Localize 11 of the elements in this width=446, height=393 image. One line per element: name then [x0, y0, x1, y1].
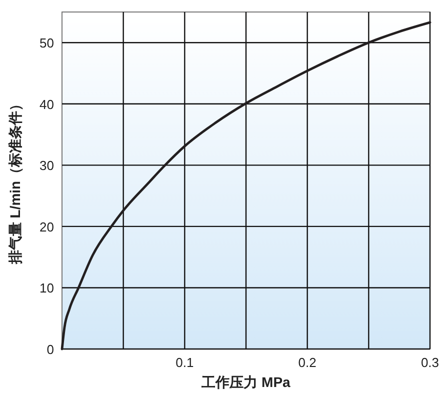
x-tick-label: 0.3 [420, 355, 440, 370]
y-tick-label: 0 [46, 342, 54, 357]
y-tick-label: 20 [40, 219, 54, 234]
y-tick-label: 30 [40, 158, 54, 174]
x-tick-label: 0.1 [176, 355, 194, 370]
y-axis-title: 排气量 L/min（标准条件） [7, 96, 23, 266]
y-tick-label: 40 [40, 96, 54, 112]
y-tick-label: 50 [40, 36, 54, 51]
x-axis-title: 工作压力 MPa [200, 374, 291, 390]
x-tick-label: 0.2 [298, 355, 316, 370]
y-tick-label: 10 [40, 280, 54, 296]
